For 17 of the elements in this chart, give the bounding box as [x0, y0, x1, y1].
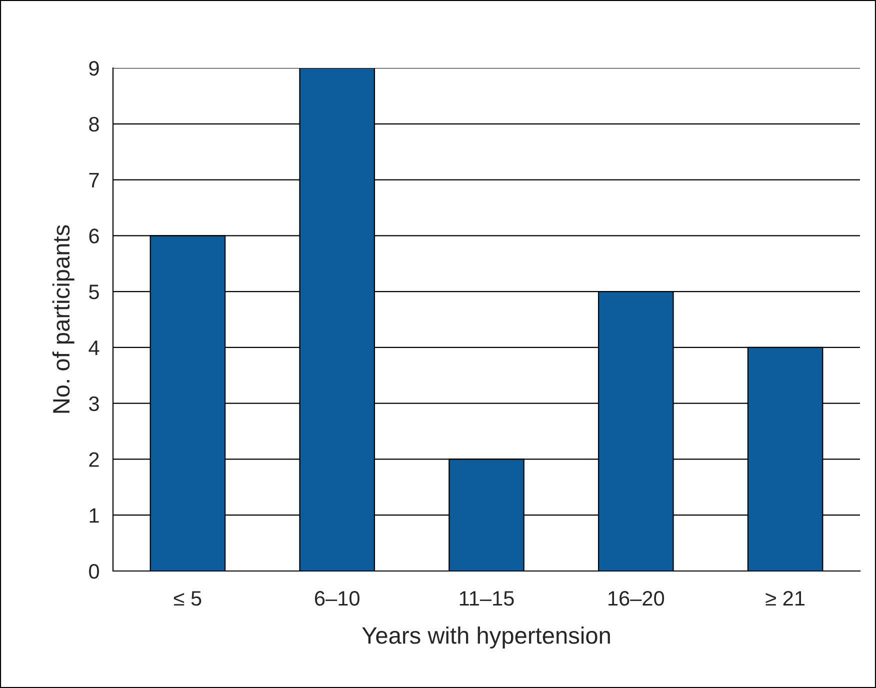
- x-tick-label: 11–15: [460, 591, 514, 606]
- y-tick-label: 4: [88, 340, 100, 355]
- y-tick-label: 5: [89, 284, 99, 300]
- y-tick-label: 9: [89, 61, 99, 76]
- x-tick-label: ≤ 5: [174, 591, 202, 606]
- x-tick-label: ≥ 21: [766, 590, 804, 606]
- y-tick-label: 7: [89, 172, 99, 188]
- y-axis-title: No. of participants: [52, 225, 74, 413]
- y-tick-label: 1: [90, 508, 99, 523]
- x-tick-label: 16–20: [608, 590, 664, 606]
- x-tick-label: 6–10: [314, 590, 360, 606]
- y-tick-label: 2: [89, 452, 99, 467]
- y-tick-label: 8: [89, 116, 99, 132]
- y-tick-label: 0: [89, 564, 99, 579]
- x-axis-title: Years with hypertension: [362, 626, 610, 649]
- y-tick-label: 3: [89, 396, 99, 412]
- y-tick-label: 6: [89, 228, 99, 244]
